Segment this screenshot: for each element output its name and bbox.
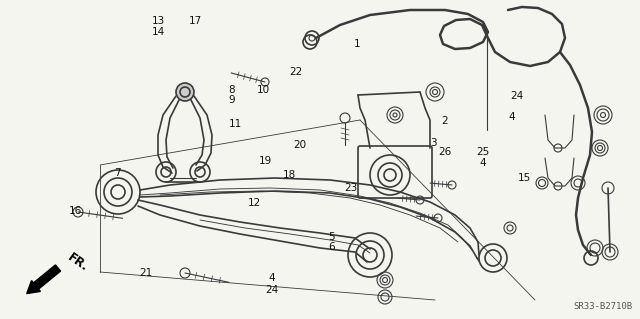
Text: 4: 4 [509, 112, 515, 122]
Text: 4: 4 [269, 272, 275, 283]
Text: 7: 7 [114, 168, 120, 178]
FancyArrow shape [27, 265, 61, 293]
Text: 23: 23 [344, 182, 357, 193]
Text: FR.: FR. [65, 250, 90, 274]
Text: 24: 24 [266, 285, 278, 295]
Text: 6: 6 [328, 242, 335, 252]
Text: 24: 24 [511, 91, 524, 101]
Text: 18: 18 [283, 170, 296, 180]
Text: 5: 5 [328, 232, 335, 242]
Text: 8: 8 [228, 85, 235, 95]
Text: 20: 20 [293, 140, 306, 150]
Text: 14: 14 [152, 27, 165, 37]
Text: 21: 21 [140, 268, 152, 278]
Text: 22: 22 [289, 67, 302, 77]
Text: 1: 1 [354, 39, 360, 49]
Text: SR33-B2710B: SR33-B2710B [573, 302, 632, 311]
Text: 26: 26 [438, 146, 451, 157]
Text: 16: 16 [69, 206, 82, 216]
Text: 17: 17 [189, 16, 202, 26]
Text: 10: 10 [257, 85, 270, 95]
Text: 9: 9 [228, 95, 235, 106]
Text: 2: 2 [442, 115, 448, 126]
Text: 11: 11 [229, 119, 242, 129]
Text: 15: 15 [518, 173, 531, 183]
Text: 4: 4 [480, 158, 486, 168]
Text: 19: 19 [259, 156, 272, 166]
Text: 13: 13 [152, 16, 165, 26]
Text: 3: 3 [431, 138, 437, 148]
Text: 12: 12 [248, 197, 261, 208]
Circle shape [176, 83, 194, 101]
Text: 25: 25 [477, 146, 490, 157]
